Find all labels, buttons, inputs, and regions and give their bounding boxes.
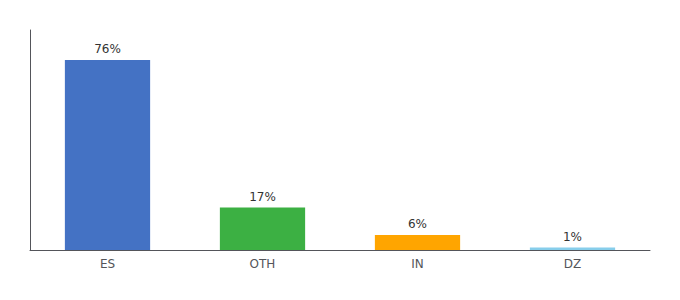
svg-text:17%: 17%: [249, 190, 276, 204]
svg-text:IN: IN: [411, 257, 424, 271]
svg-text:ES: ES: [100, 257, 115, 271]
svg-text:DZ: DZ: [564, 257, 581, 271]
svg-text:6%: 6%: [408, 217, 427, 231]
svg-text:1%: 1%: [563, 230, 582, 244]
svg-text:76%: 76%: [94, 42, 121, 56]
svg-text:OTH: OTH: [250, 257, 276, 271]
